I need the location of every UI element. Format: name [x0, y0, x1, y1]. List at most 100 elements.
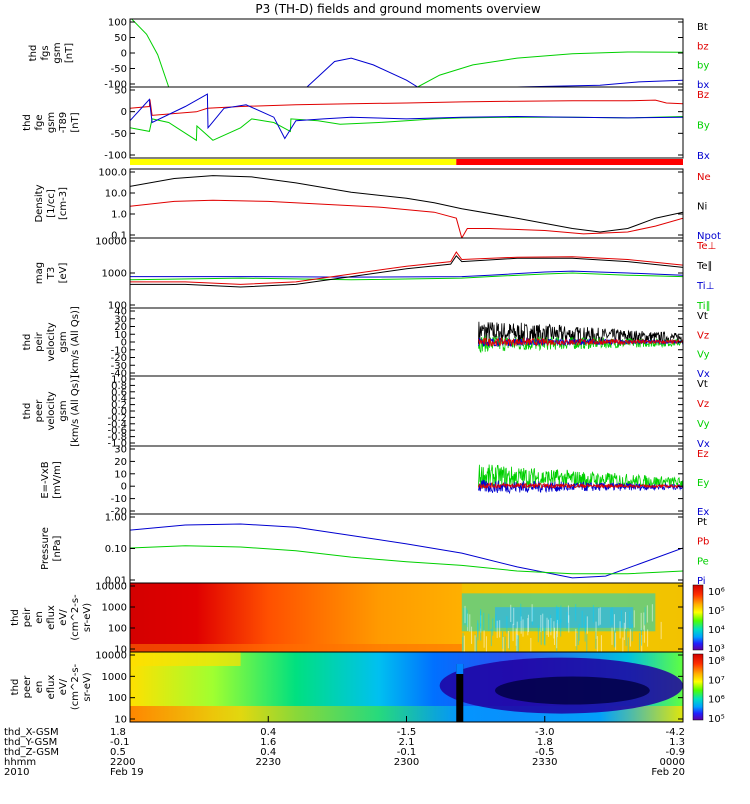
- bottom-axis: thd_X-GSMthd_Y-GSMthd_Z-GSMhhmm20101.8-0…: [4, 716, 685, 778]
- y-tick-label: 10: [114, 715, 127, 726]
- spectrogram-speckle: [550, 618, 552, 636]
- colorbar-tick-label: 10⁸: [708, 656, 725, 667]
- y-tick-label: -20: [111, 507, 127, 518]
- legend-label: Pb: [697, 537, 709, 548]
- spectrogram-speckle: [592, 605, 594, 623]
- y-tick-label: 20: [114, 457, 127, 468]
- spectrogram-speckle: [504, 636, 506, 652]
- spectrogram-speckle: [530, 637, 532, 652]
- spectrogram-speckle: [522, 619, 524, 637]
- y-tick-label: -0.6: [107, 426, 127, 437]
- series-line-red: [130, 251, 683, 285]
- legend-label: Pe: [697, 556, 709, 567]
- spectrogram-speckle: [485, 636, 487, 652]
- y-tick-label: 10000: [95, 651, 127, 662]
- spectrogram-speckle: [544, 628, 546, 646]
- spectrogram-speckle: [643, 625, 645, 643]
- y-axis-label: thd: [22, 334, 33, 351]
- y-axis-label: T3: [46, 267, 57, 280]
- spectrogram-speckle: [549, 614, 551, 633]
- y-tick-label: 20: [114, 322, 127, 333]
- y-tick-label: 1000: [102, 603, 127, 614]
- y-tick-label: -1.0: [107, 439, 127, 450]
- y-axis-label: eflux: [46, 605, 57, 630]
- y-axis-label: (cm^2-s-: [70, 663, 81, 710]
- spectrogram-speckle: [476, 637, 478, 652]
- y-axis-label: thd: [28, 45, 39, 62]
- spectrogram-speckle: [512, 623, 514, 642]
- x-axis-value: 2.1: [399, 737, 415, 748]
- y-tick-label: 0.01: [105, 576, 127, 587]
- y-tick-label: 40: [114, 307, 127, 318]
- bottom-row-label: thd_X-GSM: [4, 727, 59, 738]
- spectrogram-image: [130, 652, 683, 722]
- panel-fgs-sawtooth: 50 0 -50 -100 thd fge gsm -T89 [nT] Bz By Bx: [22, 86, 710, 163]
- series-group: [478, 321, 683, 354]
- panel-frame: [129, 168, 684, 239]
- y-axis-label: thd: [22, 403, 33, 420]
- y-axis-label: Density: [34, 184, 45, 222]
- x-axis-value: -0.5: [535, 747, 555, 758]
- spectrogram-speckle: [619, 621, 621, 639]
- spectrogram-speckle: [577, 627, 579, 645]
- panel-frame: [129, 445, 684, 515]
- y-tick-label: 100: [108, 301, 127, 312]
- y-tick-label: -0.2: [107, 413, 127, 424]
- y-tick-label: 0.6: [111, 387, 127, 398]
- panel-peer-velocity: 1.00.80.60.40.20.0-0.2-0.4-0.6-0.8-1.0 th…: [22, 375, 710, 451]
- legend-label: Bt: [697, 22, 708, 33]
- legend-label: By: [697, 121, 710, 132]
- y-tick-label: 10: [114, 469, 127, 480]
- y-axis-label: sr-eV): [82, 603, 93, 632]
- legend-label: Vt: [697, 379, 708, 390]
- legend-label: Vt: [697, 311, 708, 322]
- y-tick-label: -40: [111, 369, 127, 380]
- series-group: [130, 93, 683, 142]
- y-axis-label: gsm: [46, 112, 57, 133]
- spectrogram-speckle: [507, 631, 509, 649]
- spectrogram-speckle: [631, 623, 633, 642]
- x-axis-value: 1.3: [669, 737, 685, 748]
- spectrogram-speckle: [483, 630, 485, 648]
- spectrogram-speckle: [615, 632, 617, 650]
- spectrogram-speckle: [643, 612, 645, 630]
- y-tick-label: 0.2: [111, 400, 127, 411]
- y-axis-label: en: [34, 681, 45, 694]
- y-axis-label: fge: [34, 114, 45, 130]
- y-axis-label: velocity: [46, 322, 57, 361]
- spectrogram-speckle: [520, 616, 522, 634]
- spectrogram-speckle: [471, 626, 473, 644]
- bottom-row-label: thd_Y-GSM: [4, 737, 57, 748]
- spectrogram-region: [130, 644, 462, 652]
- x-axis-value: -1.5: [397, 727, 417, 738]
- y-axis-label: [cm-3]: [58, 187, 69, 220]
- y-axis-label: E=-VxB: [40, 461, 51, 498]
- x-axis-value: 2200: [110, 757, 135, 768]
- spectrogram-speckle: [540, 627, 542, 645]
- spectrogram-speckle: [499, 620, 501, 638]
- y-tick-label: -10: [111, 345, 127, 356]
- y-axis-label: sr-eV): [82, 672, 93, 701]
- y-axis-label: peer: [34, 399, 45, 423]
- spectrogram-image: [130, 583, 683, 652]
- y-axis-label: [1/cc]: [46, 189, 57, 218]
- legend-label: Vx: [697, 369, 710, 380]
- y-tick-label: -0.8: [107, 432, 127, 443]
- spectrogram-speckle: [474, 635, 476, 652]
- spectrogram-speckle: [465, 607, 467, 625]
- spectrogram-speckle: [531, 604, 533, 622]
- spectrogram-speckle: [584, 624, 586, 642]
- spectrogram-speckle: [467, 613, 469, 631]
- spectrogram-speckle: [488, 613, 490, 632]
- legend-label: bz: [697, 41, 709, 52]
- spectrogram-speckle: [660, 621, 662, 640]
- x-axis-value: -3.0: [535, 727, 555, 738]
- spectrogram-speckle: [586, 616, 588, 634]
- series-line-green: [130, 19, 683, 87]
- spectrogram-speckle: [629, 611, 631, 629]
- series-line-red: [130, 99, 683, 116]
- spectrogram-speckle: [586, 634, 588, 652]
- spectrogram-speckle: [651, 604, 653, 622]
- panel-frame: [129, 86, 684, 159]
- spectrogram-speckle: [547, 619, 549, 637]
